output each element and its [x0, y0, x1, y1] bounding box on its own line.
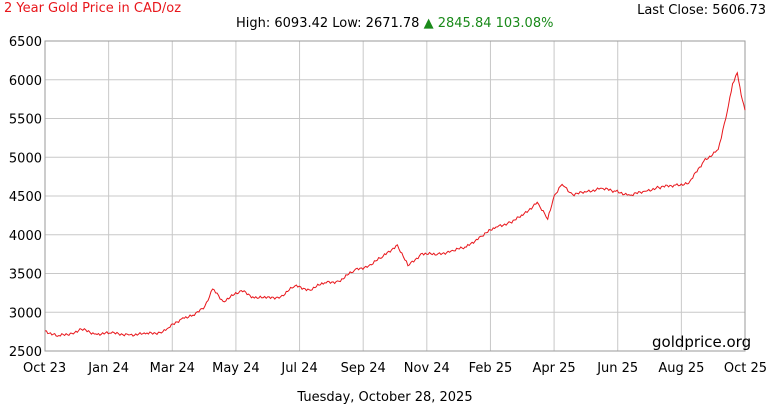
y-tick-label: 4000: [9, 229, 42, 244]
price-series-line: [45, 71, 746, 337]
x-tick-label: Oct 23: [23, 361, 66, 376]
x-axis-ticks: Oct 23 Jan 24 Mar 24 May 24 Jul 24 Sep 24 Nov …: [23, 361, 767, 376]
x-tick-label: Aug 25: [658, 361, 704, 376]
y-axis-ticks: 2500 3000 3500 4000 4500 5000 5500 6000 6500: [9, 35, 42, 360]
date-footer: Tuesday, October 28, 2025: [297, 390, 473, 405]
x-tick-label: Oct 25: [724, 361, 767, 376]
high-low-values: High: 6093.42 Low: 2671.78: [236, 16, 420, 31]
y-tick-label: 5500: [9, 113, 42, 128]
x-tick-label: Jun 25: [596, 361, 638, 376]
x-tick-label: Feb 25: [469, 361, 513, 376]
last-close-label: Last Close: 5606.73: [637, 3, 766, 18]
y-tick-label: 4500: [9, 190, 42, 205]
watermark-logo-text: goldprice.org: [652, 333, 752, 351]
y-tick-label: 5000: [9, 151, 42, 166]
price-change: ▲ 2845.84 103.08%: [423, 16, 554, 31]
x-tick-label: Mar 24: [150, 361, 195, 376]
x-tick-label: May 24: [212, 361, 260, 376]
price-stats: High: 6093.42 Low: 2671.78 ▲ 2845.84 103…: [236, 16, 553, 31]
chart-title: 2 Year Gold Price in CAD/oz: [4, 1, 182, 16]
x-tick-label: Jul 24: [280, 361, 317, 376]
x-tick-label: Apr 25: [533, 361, 576, 376]
x-tick-label: Jan 24: [87, 361, 129, 376]
x-tick-label: Nov 24: [404, 361, 450, 376]
y-tick-label: 3000: [9, 306, 42, 321]
y-tick-label: 6000: [9, 74, 42, 89]
y-tick-label: 3500: [9, 268, 42, 283]
y-tick-label: 2500: [9, 345, 42, 360]
x-tick-label: Sep 24: [341, 361, 386, 376]
y-tick-label: 6500: [9, 35, 42, 50]
plot-border: [44, 40, 746, 352]
